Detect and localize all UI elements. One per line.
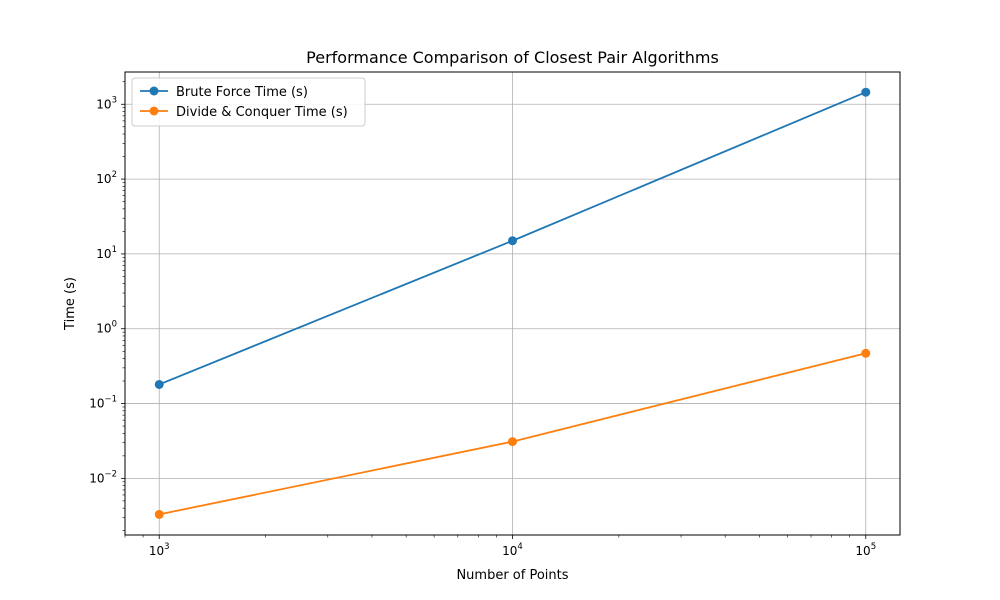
- legend: Brute Force Time (s) Divide & Conquer Ti…: [131, 77, 366, 127]
- y-tick-label: 10−2: [89, 469, 117, 485]
- chart-title: Performance Comparison of Closest Pair A…: [306, 48, 719, 67]
- y-tick-label: 103: [96, 95, 117, 111]
- legend-label-divide-conquer: Divide & Conquer Time (s): [176, 105, 348, 120]
- y-axis-label: Time (s): [63, 277, 78, 331]
- series-0: [154, 87, 871, 389]
- plot-frame: [124, 71, 901, 536]
- y-tick-label: 10−1: [89, 395, 117, 411]
- legend-marker-brute-force: [149, 86, 159, 96]
- x-tick-label: 104: [502, 542, 523, 558]
- series-1-point: [861, 348, 871, 358]
- y-tick-label: 101: [96, 245, 117, 261]
- ticks: 103 104 105 10−2 10−1 100 101 102 103: [89, 95, 876, 558]
- x-tick-label: 103: [149, 542, 170, 558]
- y-tick-label: 100: [96, 320, 117, 336]
- series-1-point: [508, 437, 517, 447]
- legend-label-brute-force: Brute Force Time (s): [176, 85, 308, 100]
- grid: [125, 72, 900, 535]
- legend-box: [131, 77, 366, 127]
- x-tick-label: 105: [855, 542, 876, 558]
- series-0-point: [508, 236, 517, 246]
- x-axis-label: Number of Points: [456, 568, 568, 583]
- y-tick-label: 102: [96, 170, 117, 186]
- series-0-point: [154, 379, 164, 389]
- series-layer: [154, 87, 871, 519]
- series-1-point: [154, 509, 164, 519]
- legend-marker-divide-conquer: [149, 106, 159, 116]
- series-1: [154, 348, 871, 519]
- series-0-point: [861, 87, 871, 97]
